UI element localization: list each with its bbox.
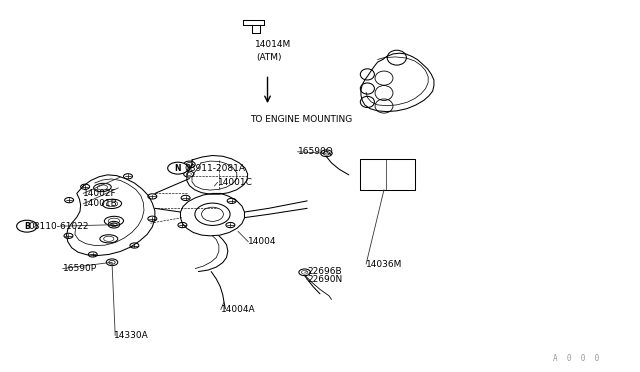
- Text: TO ENGINE MOUNTING: TO ENGINE MOUNTING: [250, 115, 352, 124]
- Text: 08911-2081A: 08911-2081A: [184, 164, 245, 173]
- Text: 14036M: 14036M: [366, 260, 403, 269]
- Text: 14004A: 14004A: [221, 305, 255, 314]
- Text: 08110-61022: 08110-61022: [29, 222, 90, 231]
- Text: N: N: [175, 164, 181, 173]
- Text: 16590P: 16590P: [63, 264, 97, 273]
- Text: B: B: [24, 222, 29, 231]
- Circle shape: [168, 162, 188, 174]
- Text: 22696B: 22696B: [307, 267, 342, 276]
- Text: 14001C: 14001C: [218, 178, 252, 187]
- Text: 14014M: 14014M: [255, 40, 291, 49]
- Text: (ATM): (ATM): [256, 53, 282, 62]
- Text: 14004: 14004: [248, 237, 277, 246]
- Circle shape: [17, 220, 37, 232]
- Text: 22690N: 22690N: [307, 275, 342, 284]
- Text: 14002F: 14002F: [83, 189, 117, 198]
- Text: 14330A: 14330A: [114, 331, 148, 340]
- Text: 14001B: 14001B: [83, 199, 118, 208]
- Text: A  0  0  0: A 0 0 0: [553, 354, 599, 363]
- Text: 16590Q: 16590Q: [298, 147, 333, 156]
